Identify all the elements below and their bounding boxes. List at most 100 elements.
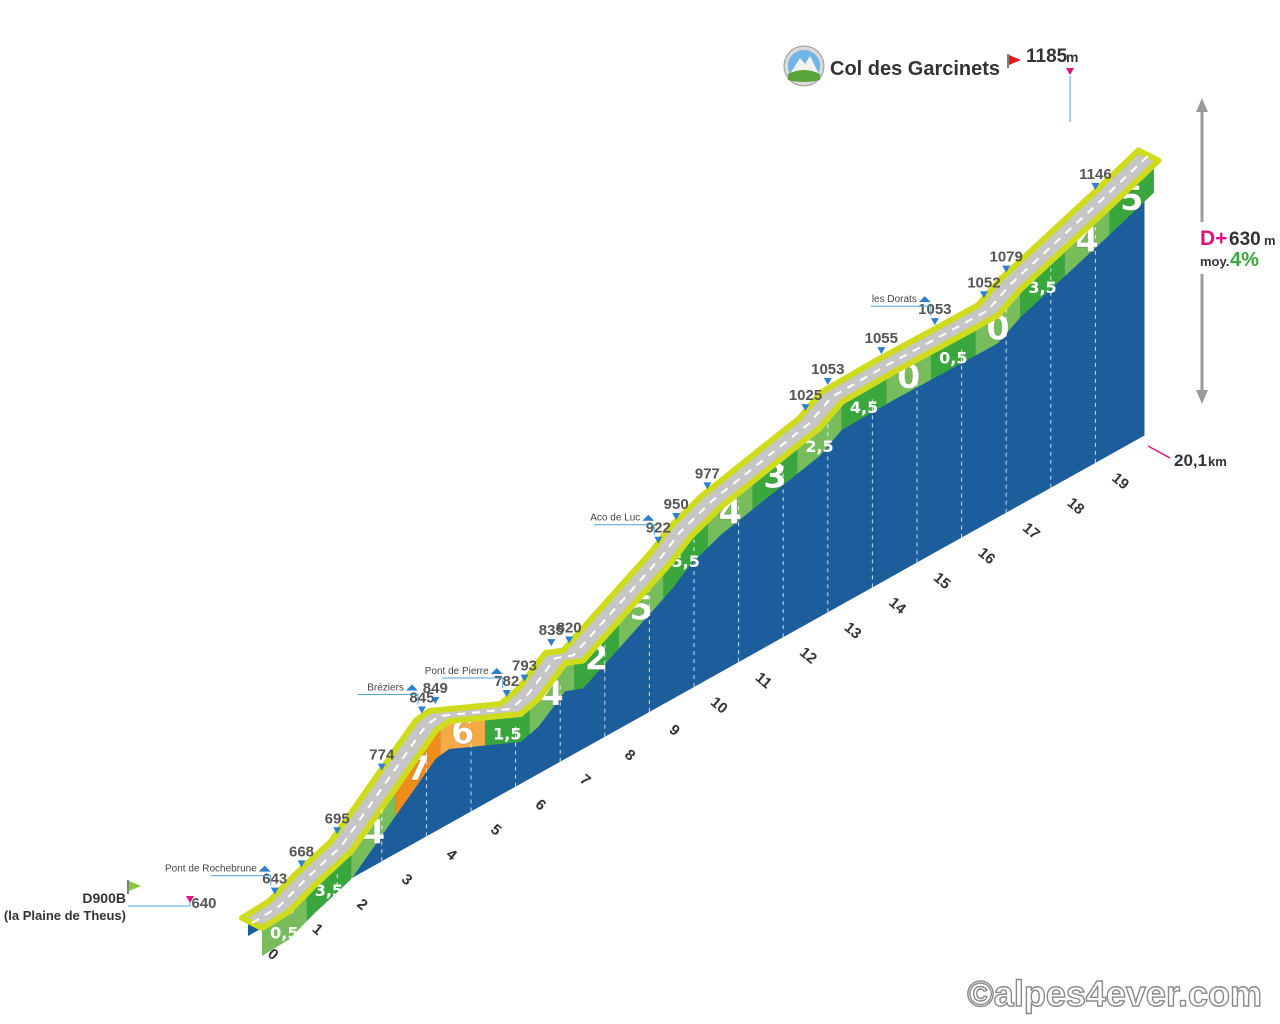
km-tick-label: 10 (707, 694, 731, 718)
gradient-segment (351, 787, 396, 880)
stats-backdrop (1188, 222, 1278, 274)
altitude-label: 1053 (918, 301, 951, 318)
avg-label: moy. (1200, 254, 1229, 269)
gradient-label: 2,5 (805, 437, 833, 456)
km-tick-label: 15 (930, 569, 954, 593)
total-distance-unit: km (1208, 454, 1227, 469)
altitude-marker-icon (417, 706, 426, 714)
km-tick-label: 6 (532, 796, 549, 814)
place-leader-line (357, 693, 419, 705)
altitude-label: 922 (646, 520, 671, 537)
altitude-label: 1055 (865, 330, 898, 347)
gradient-segment (1020, 248, 1065, 318)
place-leader-line (442, 677, 504, 688)
altitude-label: 835 (539, 622, 564, 639)
gradient-segment (440, 717, 485, 756)
gradient-segment (529, 661, 575, 735)
altitude-marker-icon (270, 887, 279, 895)
start-place: (la Plaine de Theus) (4, 908, 126, 923)
place-label: Bréziers (367, 682, 404, 693)
finish-flag-icon (1007, 54, 1021, 68)
place-label: Pont de Rochebrune (165, 864, 257, 875)
km-tick-label: 7 (576, 771, 593, 789)
total-distance: 20,1 km (1147, 445, 1227, 470)
start-marker-icon (186, 896, 194, 903)
gradient-segment (262, 893, 307, 956)
distance-leader-line (1147, 445, 1171, 459)
altitude-marker-icon (565, 636, 574, 644)
dplus-label: D+ (1200, 227, 1227, 250)
altitude-label: 977 (695, 465, 720, 482)
km-tick-label: 14 (885, 594, 909, 618)
altitude-marker-icon (703, 482, 712, 490)
gradient-segment (306, 851, 352, 922)
altitude-marker-icon (979, 291, 988, 299)
start-label: D900B (la Plaine de Theus) (4, 880, 194, 923)
altitude-marker-icon (431, 697, 440, 705)
km-tick-label: 2 (353, 896, 370, 914)
altitude-label: 774 (369, 747, 395, 764)
place-label: Pont de Pierre (425, 666, 489, 677)
place-icon (258, 865, 271, 872)
place-leader-line (870, 305, 932, 317)
altitude-marker-icon (297, 860, 306, 868)
altitude-label: 845 (409, 689, 434, 706)
summit-altitude: 1185 (1026, 46, 1068, 67)
altitude-label: 643 (262, 871, 287, 888)
road-surface-band (239, 147, 1162, 931)
altitude-label: 782 (494, 673, 519, 690)
place-label: les Dorats (872, 294, 917, 305)
gradient-segment (618, 570, 664, 649)
start-leader-line (128, 898, 191, 907)
altitude-label: 1053 (811, 361, 844, 378)
altitude-marker-icon (377, 763, 386, 771)
place-leader-line (594, 524, 655, 535)
altitude-label: 1146 (1079, 166, 1112, 183)
gradient-segment (752, 445, 798, 510)
mountain-badge-icon (783, 45, 825, 87)
gradient-segment (395, 727, 441, 816)
km-tick-label: 4 (443, 846, 461, 865)
place-icon (490, 668, 503, 674)
gradient-segment (931, 327, 976, 380)
gradient-segment (1064, 206, 1110, 277)
total-distance-value: 20,1 (1174, 451, 1207, 470)
gradient-label: 3,5 (315, 881, 343, 900)
km-tick-label: 9 (666, 721, 683, 739)
km-tick-label: 1 (309, 920, 326, 938)
altitude-marker-icon (672, 513, 681, 521)
altitude-label: 950 (664, 496, 689, 513)
altitude-label: 820 (557, 620, 582, 637)
km-tick-label: 18 (1064, 494, 1088, 518)
altitude-marker-icon (1091, 182, 1100, 190)
gradient-label: 3,5 (1028, 278, 1056, 297)
gradient-segment (1109, 164, 1154, 235)
summit-marker-icon (1066, 68, 1074, 75)
altitude-marker-icon (823, 377, 832, 385)
gradient-segment (841, 376, 887, 430)
climb-stats: D+ 630 m moy. 4% (1188, 98, 1278, 404)
altitude-marker-icon (654, 536, 663, 544)
summit-name: Col des Garcinets (830, 58, 1000, 80)
summit-header: Col des Garcinets 1185 m (783, 45, 1078, 122)
altitude-marker-icon (801, 404, 810, 412)
altitude-marker-icon (877, 347, 886, 355)
arrow-up-icon (1196, 98, 1208, 112)
gradient-segment (797, 401, 842, 474)
km-tick-label: 11 (752, 669, 775, 692)
altitude-label: 1025 (789, 387, 822, 404)
place-leader-line (210, 875, 272, 886)
altitude-marker-icon (930, 318, 939, 326)
altitude-label: 640 (191, 895, 216, 912)
gradient-label: 1,5 (493, 724, 521, 743)
km-tick-label: 8 (621, 746, 638, 764)
road-centre-line (251, 154, 1150, 924)
gradient-label: 0,5 (270, 923, 298, 942)
place-label: Aco de Luc (590, 513, 640, 524)
km-tick-label: 12 (796, 644, 820, 668)
gradient-segment (708, 481, 753, 548)
road-surface (239, 147, 1162, 931)
altitude-label: 668 (289, 843, 314, 860)
place-labels: Pont de Rochebrune Bréziers Pont de Pierre… (165, 294, 932, 886)
